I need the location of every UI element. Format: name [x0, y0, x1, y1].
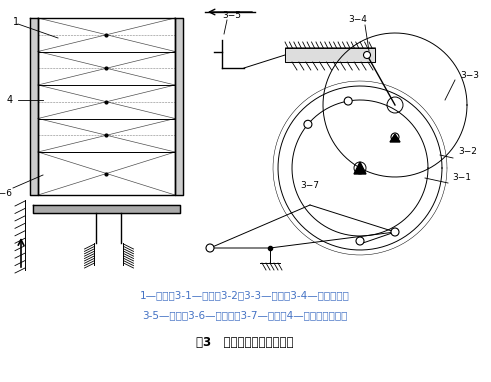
Text: 3−5: 3−5: [222, 10, 242, 19]
Polygon shape: [354, 162, 366, 174]
Text: 图3   顶升输出机构原理简图: 图3 顶升输出机构原理简图: [196, 335, 294, 348]
Circle shape: [363, 52, 371, 58]
Polygon shape: [30, 18, 38, 195]
Circle shape: [356, 237, 364, 245]
Text: 3−7: 3−7: [300, 181, 320, 191]
Circle shape: [391, 133, 399, 141]
Polygon shape: [33, 205, 180, 213]
Text: 3−1: 3−1: [452, 173, 471, 183]
Polygon shape: [390, 134, 400, 142]
Text: 1: 1: [13, 17, 19, 27]
Text: 4: 4: [7, 95, 13, 105]
Circle shape: [304, 120, 312, 128]
Text: 3−3: 3−3: [460, 71, 479, 79]
Polygon shape: [175, 18, 183, 195]
Text: 3-5—推手；3-6—顶升板；3-7—连杆；4—烟包提升通道。: 3-5—推手；3-6—顶升板；3-7—连杆；4—烟包提升通道。: [142, 310, 348, 320]
Circle shape: [391, 228, 399, 236]
Text: 3−2: 3−2: [458, 147, 477, 157]
Circle shape: [344, 97, 352, 105]
Text: 3−4: 3−4: [349, 16, 367, 24]
Polygon shape: [285, 48, 375, 62]
Circle shape: [206, 244, 214, 252]
Text: 3−6: 3−6: [0, 189, 12, 199]
Text: 1—烟包；3-1—凸轮；3-2、3-3—齿轮；3-4—曲柄滑块；: 1—烟包；3-1—凸轮；3-2、3-3—齿轮；3-4—曲柄滑块；: [140, 290, 350, 300]
